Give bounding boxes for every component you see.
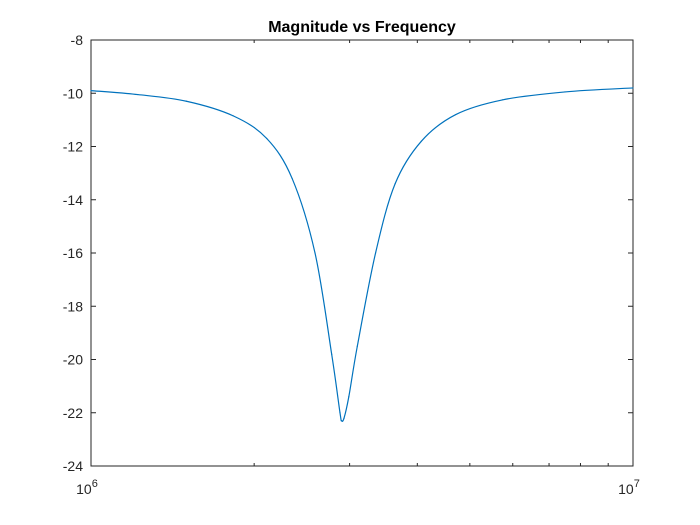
y-tick-label: -18 [63,298,83,314]
series-line [90,87,634,422]
y-axis: -8 -10 -12 -14 -16 -18 -20 -22 -24 [63,32,633,474]
x-tick-label-base: 10 [618,481,634,497]
data-point [348,396,350,398]
y-tick-label: -24 [63,458,83,474]
x-tick-label: 106 [76,478,98,497]
plot-area [90,39,634,467]
series-layer [90,87,634,422]
data-point [291,177,293,180]
data-point [420,140,422,142]
data-point [455,113,457,116]
chart-title: Magnitude vs Frequency [268,19,456,36]
y-tick-label: -22 [63,405,83,421]
data-point [185,100,188,102]
data-point [356,345,358,347]
data-point [374,252,377,254]
data-point [137,93,139,96]
data-point [501,99,503,101]
y-tick-label: -14 [63,192,83,208]
data-point [232,115,234,117]
data-point [341,420,343,422]
data-point [564,91,566,93]
data-point [331,353,333,355]
data-point [266,137,268,140]
data-point [343,417,345,419]
data-point [339,412,341,414]
minor-ticks [253,40,609,466]
y-tick-label: -10 [63,85,83,101]
x-tick-label-exponent: 7 [634,478,640,490]
data-point [394,183,396,185]
x-axis: 106 107 [76,40,640,497]
x-tick-label: 107 [618,478,640,497]
x-tick-label-base: 10 [76,481,92,497]
y-tick-label: -16 [63,245,83,261]
data-point [632,87,634,89]
data-point [314,252,316,254]
y-tick-label: -20 [63,352,83,368]
data-point [90,89,92,92]
y-tick-label: -8 [71,32,84,48]
x-tick-label-exponent: 6 [92,478,98,490]
y-tick-label: -12 [63,139,83,155]
